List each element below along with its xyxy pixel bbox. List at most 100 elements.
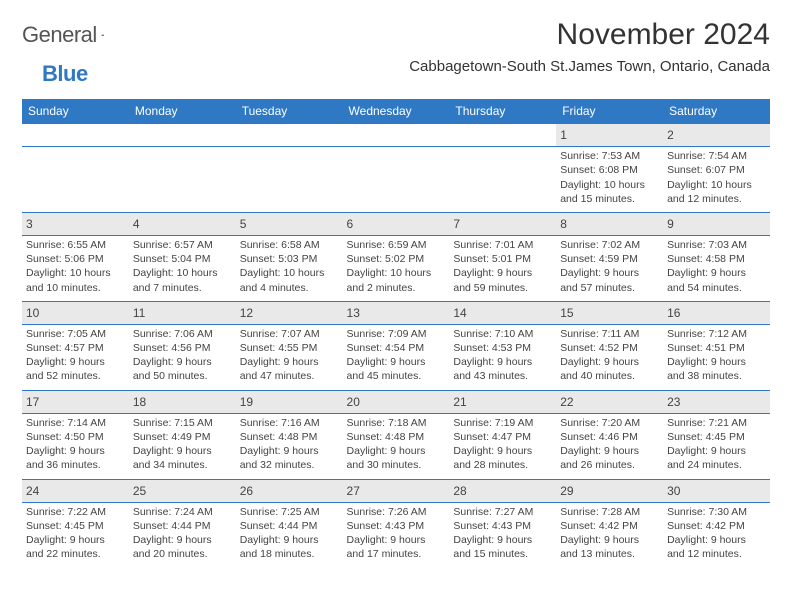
day-number-cell bbox=[343, 124, 450, 147]
day-data-cell: Sunrise: 7:11 AMSunset: 4:52 PMDaylight:… bbox=[556, 324, 663, 390]
sunrise-line: Sunrise: 7:24 AM bbox=[133, 505, 232, 519]
month-title: November 2024 bbox=[409, 18, 770, 52]
day-data-cell: Sunrise: 7:28 AMSunset: 4:42 PMDaylight:… bbox=[556, 502, 663, 567]
brand-logo: General bbox=[22, 18, 123, 48]
day-number-cell bbox=[236, 124, 343, 147]
daylight-line: Daylight: 9 hours and 28 minutes. bbox=[453, 444, 552, 472]
daylight-line: Daylight: 9 hours and 32 minutes. bbox=[240, 444, 339, 472]
daylight-line: Daylight: 9 hours and 26 minutes. bbox=[560, 444, 659, 472]
day-data-cell: Sunrise: 7:06 AMSunset: 4:56 PMDaylight:… bbox=[129, 324, 236, 390]
sunrise-line: Sunrise: 7:21 AM bbox=[667, 416, 766, 430]
day-number-cell: 5 bbox=[236, 212, 343, 235]
day-data-cell: Sunrise: 7:16 AMSunset: 4:48 PMDaylight:… bbox=[236, 413, 343, 479]
sunrise-line: Sunrise: 7:10 AM bbox=[453, 327, 552, 341]
day-number-cell: 18 bbox=[129, 390, 236, 413]
day-data-cell: Sunrise: 7:05 AMSunset: 4:57 PMDaylight:… bbox=[22, 324, 129, 390]
day-data-cell: Sunrise: 7:15 AMSunset: 4:49 PMDaylight:… bbox=[129, 413, 236, 479]
sunset-line: Sunset: 4:42 PM bbox=[667, 519, 766, 533]
day-data-cell: Sunrise: 7:09 AMSunset: 4:54 PMDaylight:… bbox=[343, 324, 450, 390]
day-number-cell bbox=[22, 124, 129, 147]
daylight-line: Daylight: 10 hours and 2 minutes. bbox=[347, 266, 446, 294]
day-number-cell: 26 bbox=[236, 479, 343, 502]
sunset-line: Sunset: 4:58 PM bbox=[667, 252, 766, 266]
sunset-line: Sunset: 4:55 PM bbox=[240, 341, 339, 355]
sunrise-line: Sunrise: 7:25 AM bbox=[240, 505, 339, 519]
day-data-cell bbox=[343, 147, 450, 213]
day-number-cell: 29 bbox=[556, 479, 663, 502]
week-data-row: Sunrise: 7:05 AMSunset: 4:57 PMDaylight:… bbox=[22, 324, 770, 390]
day-data-cell: Sunrise: 6:59 AMSunset: 5:02 PMDaylight:… bbox=[343, 236, 450, 302]
day-number-cell: 2 bbox=[663, 124, 770, 147]
sunrise-line: Sunrise: 7:30 AM bbox=[667, 505, 766, 519]
sunrise-line: Sunrise: 6:59 AM bbox=[347, 238, 446, 252]
day-number-cell: 22 bbox=[556, 390, 663, 413]
day-number-cell: 8 bbox=[556, 212, 663, 235]
sunrise-line: Sunrise: 7:01 AM bbox=[453, 238, 552, 252]
sunrise-line: Sunrise: 7:06 AM bbox=[133, 327, 232, 341]
calendar-body: 12Sunrise: 7:53 AMSunset: 6:08 PMDayligh… bbox=[22, 124, 770, 568]
sunset-line: Sunset: 4:49 PM bbox=[133, 430, 232, 444]
day-data-cell: Sunrise: 7:02 AMSunset: 4:59 PMDaylight:… bbox=[556, 236, 663, 302]
location-line: Cabbagetown-South St.James Town, Ontario… bbox=[409, 58, 770, 75]
sunset-line: Sunset: 5:06 PM bbox=[26, 252, 125, 266]
sunrise-line: Sunrise: 6:58 AM bbox=[240, 238, 339, 252]
dayhead-wed: Wednesday bbox=[343, 99, 450, 124]
day-data-cell: Sunrise: 6:57 AMSunset: 5:04 PMDaylight:… bbox=[129, 236, 236, 302]
daylight-line: Daylight: 9 hours and 17 minutes. bbox=[347, 533, 446, 561]
daylight-line: Daylight: 9 hours and 34 minutes. bbox=[133, 444, 232, 472]
day-data-cell: Sunrise: 6:58 AMSunset: 5:03 PMDaylight:… bbox=[236, 236, 343, 302]
sunrise-line: Sunrise: 7:28 AM bbox=[560, 505, 659, 519]
day-number-cell: 4 bbox=[129, 212, 236, 235]
day-number-cell bbox=[449, 124, 556, 147]
day-number-cell: 14 bbox=[449, 301, 556, 324]
daylight-line: Daylight: 9 hours and 24 minutes. bbox=[667, 444, 766, 472]
sunrise-line: Sunrise: 7:27 AM bbox=[453, 505, 552, 519]
week-number-row: 10111213141516 bbox=[22, 301, 770, 324]
daylight-line: Daylight: 10 hours and 7 minutes. bbox=[133, 266, 232, 294]
sunset-line: Sunset: 4:53 PM bbox=[453, 341, 552, 355]
daylight-line: Daylight: 9 hours and 52 minutes. bbox=[26, 355, 125, 383]
daylight-line: Daylight: 9 hours and 40 minutes. bbox=[560, 355, 659, 383]
day-data-cell: Sunrise: 7:07 AMSunset: 4:55 PMDaylight:… bbox=[236, 324, 343, 390]
day-data-cell bbox=[129, 147, 236, 213]
day-number-cell: 6 bbox=[343, 212, 450, 235]
day-data-cell: Sunrise: 7:25 AMSunset: 4:44 PMDaylight:… bbox=[236, 502, 343, 567]
day-number-cell: 17 bbox=[22, 390, 129, 413]
day-data-cell: Sunrise: 7:12 AMSunset: 4:51 PMDaylight:… bbox=[663, 324, 770, 390]
sunset-line: Sunset: 4:45 PM bbox=[667, 430, 766, 444]
daylight-line: Daylight: 9 hours and 57 minutes. bbox=[560, 266, 659, 294]
sunset-line: Sunset: 6:08 PM bbox=[560, 163, 659, 177]
week-data-row: Sunrise: 7:53 AMSunset: 6:08 PMDaylight:… bbox=[22, 147, 770, 213]
day-data-cell: Sunrise: 7:10 AMSunset: 4:53 PMDaylight:… bbox=[449, 324, 556, 390]
day-data-cell: Sunrise: 7:18 AMSunset: 4:48 PMDaylight:… bbox=[343, 413, 450, 479]
sunset-line: Sunset: 4:52 PM bbox=[560, 341, 659, 355]
sunrise-line: Sunrise: 7:20 AM bbox=[560, 416, 659, 430]
day-data-cell: Sunrise: 6:55 AMSunset: 5:06 PMDaylight:… bbox=[22, 236, 129, 302]
daylight-line: Daylight: 10 hours and 10 minutes. bbox=[26, 266, 125, 294]
day-data-cell: Sunrise: 7:03 AMSunset: 4:58 PMDaylight:… bbox=[663, 236, 770, 302]
daylight-line: Daylight: 9 hours and 15 minutes. bbox=[453, 533, 552, 561]
sunrise-line: Sunrise: 7:22 AM bbox=[26, 505, 125, 519]
sunset-line: Sunset: 4:57 PM bbox=[26, 341, 125, 355]
week-number-row: 3456789 bbox=[22, 212, 770, 235]
day-data-cell: Sunrise: 7:24 AMSunset: 4:44 PMDaylight:… bbox=[129, 502, 236, 567]
day-number-cell: 1 bbox=[556, 124, 663, 147]
brand-part2: Blue bbox=[42, 61, 88, 87]
day-number-cell: 11 bbox=[129, 301, 236, 324]
sunrise-line: Sunrise: 7:07 AM bbox=[240, 327, 339, 341]
day-number-cell: 24 bbox=[22, 479, 129, 502]
dayhead-mon: Monday bbox=[129, 99, 236, 124]
daylight-line: Daylight: 10 hours and 4 minutes. bbox=[240, 266, 339, 294]
daylight-line: Daylight: 9 hours and 38 minutes. bbox=[667, 355, 766, 383]
sunrise-line: Sunrise: 7:09 AM bbox=[347, 327, 446, 341]
week-number-row: 12 bbox=[22, 124, 770, 147]
sunrise-line: Sunrise: 7:26 AM bbox=[347, 505, 446, 519]
day-data-cell bbox=[236, 147, 343, 213]
sunset-line: Sunset: 4:50 PM bbox=[26, 430, 125, 444]
day-number-cell bbox=[129, 124, 236, 147]
daylight-line: Daylight: 10 hours and 15 minutes. bbox=[560, 178, 659, 206]
sunset-line: Sunset: 5:01 PM bbox=[453, 252, 552, 266]
week-data-row: Sunrise: 7:22 AMSunset: 4:45 PMDaylight:… bbox=[22, 502, 770, 567]
week-number-row: 17181920212223 bbox=[22, 390, 770, 413]
sunset-line: Sunset: 4:47 PM bbox=[453, 430, 552, 444]
